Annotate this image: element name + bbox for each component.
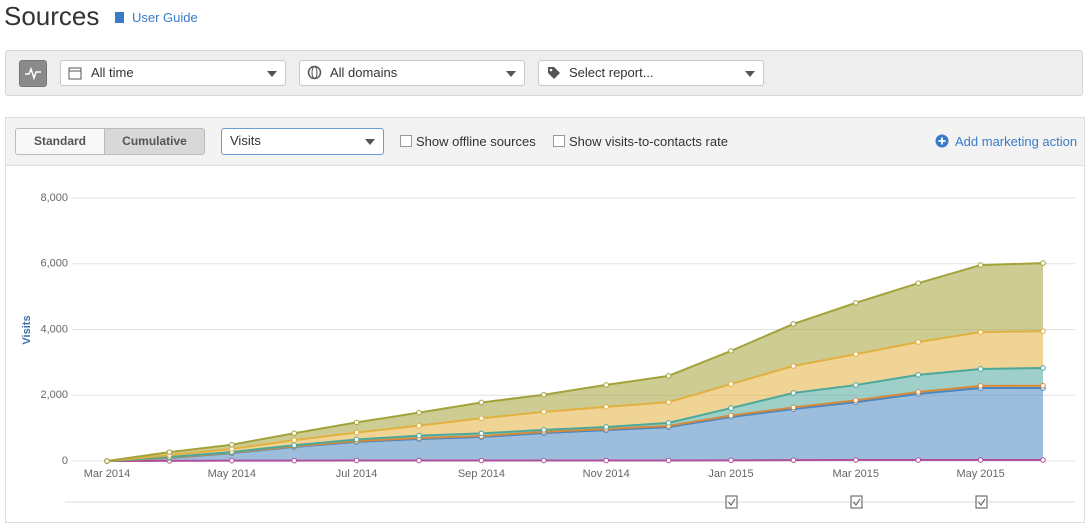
chart-toggle-button[interactable] — [19, 60, 47, 87]
metric-select-label: Visits — [230, 133, 261, 148]
checkbox-label: Show visits-to-contacts rate — [569, 134, 728, 149]
report-filter-label: Select report... — [569, 65, 654, 80]
domain-filter[interactable]: All domains — [299, 60, 525, 86]
date-filter-label: All time — [91, 65, 134, 80]
user-guide-link[interactable]: User Guide — [132, 10, 198, 25]
checkbox-box — [400, 135, 412, 147]
report-filter[interactable]: Select report... — [538, 60, 764, 86]
domain-filter-label: All domains — [330, 65, 398, 80]
calendar-icon — [68, 67, 82, 80]
cumulative-button[interactable]: Cumulative — [104, 128, 205, 155]
add-marketing-action[interactable]: Add marketing action — [955, 134, 1078, 149]
pulse-icon — [25, 66, 41, 81]
page-title: Sources — [4, 1, 100, 31]
metric-select[interactable]: Visits — [221, 128, 384, 155]
checkbox-box — [553, 135, 565, 147]
tag-icon — [548, 67, 560, 79]
book-icon — [115, 12, 124, 23]
checkbox-label: Show offline sources — [416, 134, 536, 149]
globe-icon — [307, 65, 322, 80]
chart-panel — [5, 117, 1085, 523]
rate-checkbox[interactable]: Show visits-to-contacts rate — [553, 134, 728, 149]
standard-button[interactable]: Standard — [15, 128, 105, 155]
date-filter[interactable]: All time — [60, 60, 286, 86]
offline-checkbox[interactable]: Show offline sources — [400, 134, 536, 149]
plus-icon — [935, 134, 949, 148]
